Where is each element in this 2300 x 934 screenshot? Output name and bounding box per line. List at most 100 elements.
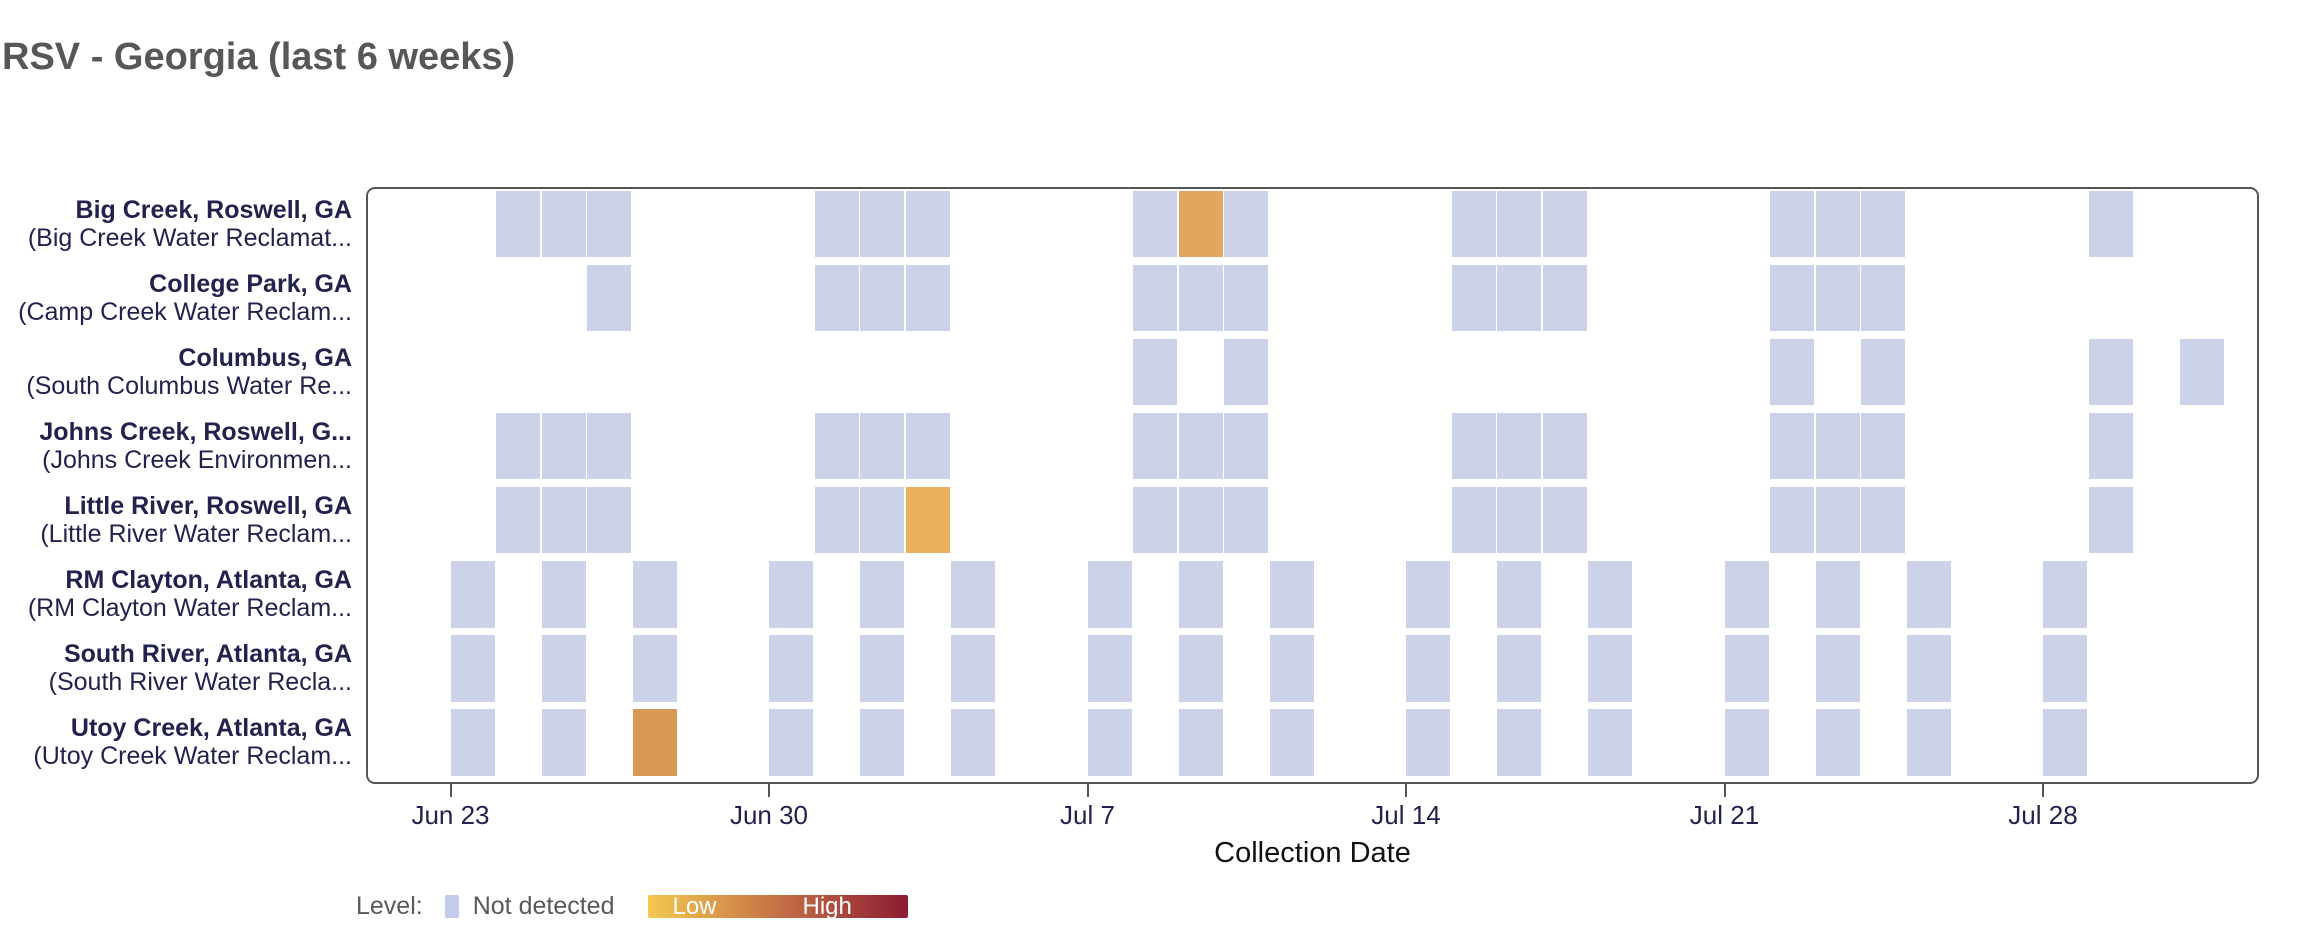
heatmap-cell[interactable] bbox=[1588, 709, 1632, 776]
heatmap-cell[interactable] bbox=[1133, 338, 1177, 406]
heatmap-cell[interactable] bbox=[496, 486, 540, 554]
heatmap-cell[interactable] bbox=[769, 561, 813, 628]
heatmap-cell[interactable] bbox=[1815, 486, 1860, 554]
heatmap-cell[interactable] bbox=[450, 635, 495, 702]
heatmap-cell[interactable] bbox=[951, 561, 995, 628]
heatmap-cell[interactable] bbox=[1224, 264, 1268, 332]
heatmap-cell[interactable] bbox=[814, 264, 859, 332]
heatmap-cell[interactable] bbox=[1224, 486, 1268, 554]
heatmap-cell[interactable] bbox=[1178, 635, 1223, 702]
heatmap-cell[interactable] bbox=[1406, 561, 1450, 628]
heatmap-cell[interactable] bbox=[1178, 561, 1223, 628]
heatmap-cell[interactable] bbox=[632, 561, 677, 628]
heatmap-cell[interactable] bbox=[1497, 486, 1541, 554]
heatmap-cell[interactable] bbox=[1815, 412, 1860, 480]
heatmap-cell[interactable] bbox=[905, 190, 950, 257]
heatmap-cell[interactable] bbox=[1224, 412, 1268, 480]
heatmap-cell[interactable] bbox=[1542, 264, 1587, 332]
heatmap-cell[interactable] bbox=[1451, 412, 1496, 480]
heatmap-cell[interactable] bbox=[1861, 486, 1905, 554]
heatmap-cell[interactable] bbox=[860, 190, 904, 257]
heatmap-cell[interactable] bbox=[1861, 190, 1905, 257]
heatmap-cell[interactable] bbox=[1087, 635, 1132, 702]
heatmap-cell[interactable] bbox=[860, 709, 904, 776]
heatmap-cell[interactable] bbox=[860, 412, 904, 480]
heatmap-cell[interactable] bbox=[1406, 635, 1450, 702]
heatmap-cell[interactable] bbox=[1770, 264, 1814, 332]
heatmap-cell[interactable] bbox=[1497, 190, 1541, 257]
heatmap-cell[interactable] bbox=[1770, 338, 1814, 406]
heatmap-cell[interactable] bbox=[1542, 412, 1587, 480]
heatmap-cell[interactable] bbox=[1906, 635, 1951, 702]
heatmap-cell[interactable] bbox=[541, 709, 586, 776]
heatmap-cell[interactable] bbox=[1770, 190, 1814, 257]
heatmap-cell[interactable] bbox=[1724, 709, 1769, 776]
heatmap-cell[interactable] bbox=[632, 635, 677, 702]
heatmap-cell[interactable] bbox=[2088, 338, 2133, 406]
heatmap-cell[interactable] bbox=[951, 635, 995, 702]
heatmap-cell[interactable] bbox=[1906, 709, 1951, 776]
heatmap-cell[interactable] bbox=[1451, 190, 1496, 257]
heatmap-cell[interactable] bbox=[1861, 264, 1905, 332]
heatmap-cell[interactable] bbox=[1406, 709, 1450, 776]
heatmap-cell[interactable] bbox=[1497, 561, 1541, 628]
heatmap-cell[interactable] bbox=[1451, 486, 1496, 554]
heatmap-cell[interactable] bbox=[541, 561, 586, 628]
heatmap-cell[interactable] bbox=[1087, 709, 1132, 776]
heatmap-cell[interactable] bbox=[541, 190, 586, 257]
heatmap-cell[interactable] bbox=[905, 486, 950, 554]
heatmap-cell[interactable] bbox=[1497, 264, 1541, 332]
heatmap-cell[interactable] bbox=[1815, 561, 1860, 628]
heatmap-cell[interactable] bbox=[450, 709, 495, 776]
heatmap-cell[interactable] bbox=[769, 709, 813, 776]
heatmap-cell[interactable] bbox=[541, 412, 586, 480]
heatmap-cell[interactable] bbox=[2088, 412, 2133, 480]
heatmap-cell[interactable] bbox=[1724, 635, 1769, 702]
heatmap-cell[interactable] bbox=[1815, 709, 1860, 776]
heatmap-cell[interactable] bbox=[860, 264, 904, 332]
heatmap-cell[interactable] bbox=[541, 635, 586, 702]
heatmap-cell[interactable] bbox=[905, 264, 950, 332]
heatmap-cell[interactable] bbox=[1815, 190, 1860, 257]
heatmap-cell[interactable] bbox=[1269, 561, 1314, 628]
heatmap-cell[interactable] bbox=[450, 561, 495, 628]
heatmap-cell[interactable] bbox=[860, 561, 904, 628]
heatmap-cell[interactable] bbox=[814, 486, 859, 554]
heatmap-cell[interactable] bbox=[2088, 486, 2133, 554]
heatmap-cell[interactable] bbox=[1588, 561, 1632, 628]
heatmap-cell[interactable] bbox=[1861, 338, 1905, 406]
heatmap-cell[interactable] bbox=[1224, 190, 1268, 257]
heatmap-cell[interactable] bbox=[860, 635, 904, 702]
heatmap-cell[interactable] bbox=[2179, 338, 2224, 406]
heatmap-cell[interactable] bbox=[1451, 264, 1496, 332]
heatmap-cell[interactable] bbox=[1133, 190, 1177, 257]
heatmap-cell[interactable] bbox=[1087, 561, 1132, 628]
heatmap-cell[interactable] bbox=[1724, 561, 1769, 628]
heatmap-cell[interactable] bbox=[1770, 412, 1814, 480]
heatmap-cell[interactable] bbox=[814, 190, 859, 257]
heatmap-cell[interactable] bbox=[2043, 635, 2087, 702]
heatmap-cell[interactable] bbox=[541, 486, 586, 554]
heatmap-cell[interactable] bbox=[1497, 412, 1541, 480]
heatmap-cell[interactable] bbox=[1224, 338, 1268, 406]
heatmap-cell[interactable] bbox=[1861, 412, 1905, 480]
heatmap-cell[interactable] bbox=[496, 412, 540, 480]
heatmap-cell[interactable] bbox=[1497, 709, 1541, 776]
heatmap-cell[interactable] bbox=[1497, 635, 1541, 702]
heatmap-cell[interactable] bbox=[587, 412, 631, 480]
heatmap-cell[interactable] bbox=[1133, 412, 1177, 480]
heatmap-cell[interactable] bbox=[1178, 412, 1223, 480]
heatmap-cell[interactable] bbox=[2088, 190, 2133, 257]
heatmap-cell[interactable] bbox=[1178, 486, 1223, 554]
heatmap-cell[interactable] bbox=[1815, 264, 1860, 332]
heatmap-cell[interactable] bbox=[1542, 190, 1587, 257]
heatmap-cell[interactable] bbox=[1178, 190, 1223, 257]
heatmap-cell[interactable] bbox=[2043, 561, 2087, 628]
heatmap-cell[interactable] bbox=[1588, 635, 1632, 702]
heatmap-cell[interactable] bbox=[905, 412, 950, 480]
heatmap-cell[interactable] bbox=[587, 486, 631, 554]
heatmap-cell[interactable] bbox=[951, 709, 995, 776]
heatmap-cell[interactable] bbox=[1178, 264, 1223, 332]
heatmap-cell[interactable] bbox=[1133, 486, 1177, 554]
heatmap-cell[interactable] bbox=[587, 190, 631, 257]
